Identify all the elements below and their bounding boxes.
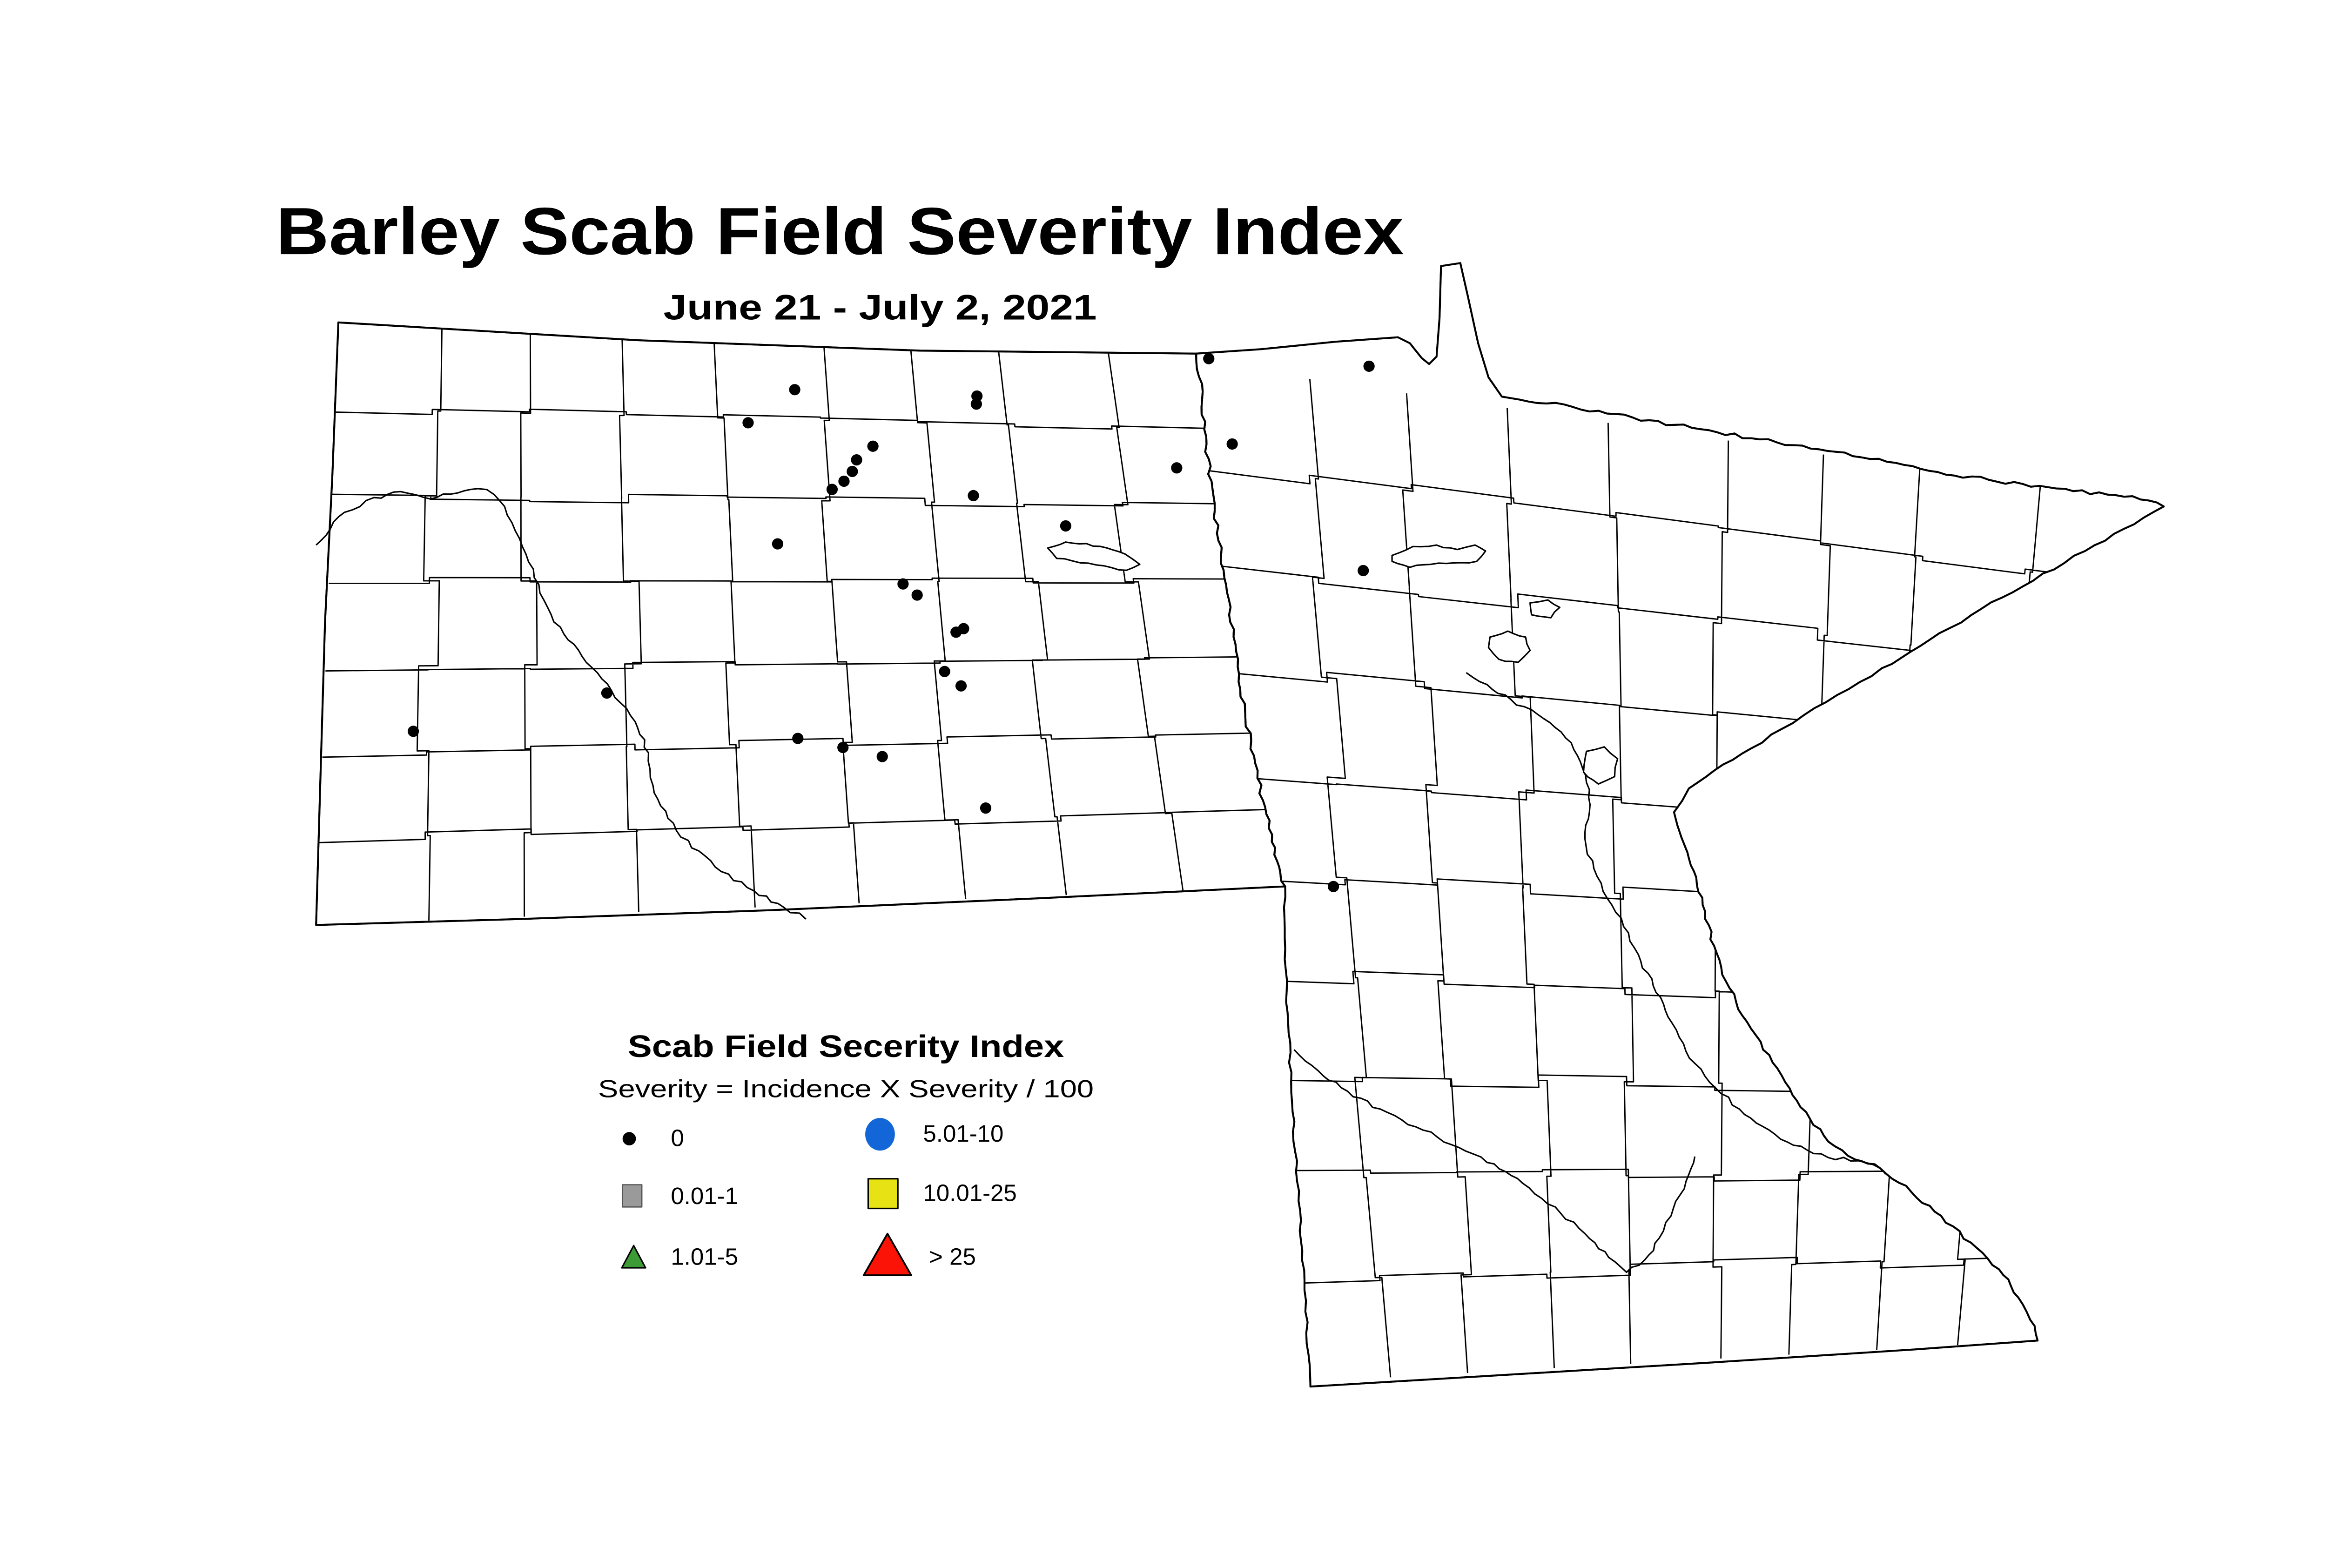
severity-point [826, 484, 838, 495]
legend-symbol-triangle-green [621, 1245, 646, 1269]
north-dakota-shape [315, 321, 1286, 926]
minnesota-shape [1195, 262, 2165, 1388]
severity-point [971, 390, 983, 402]
severity-point [847, 465, 858, 478]
severity-point [968, 490, 979, 502]
minnesota-border [1195, 262, 2165, 1388]
legend: Scab Field Secerity Index Severity = Inc… [598, 1029, 1094, 1276]
legend-label-5: > 25 [929, 1244, 976, 1270]
titles: Barley Scab Field Severity Index June 21… [276, 194, 1404, 327]
legend-label-4: 10.01-25 [923, 1180, 1016, 1206]
severity-point [955, 680, 967, 692]
leech-lake [1487, 630, 1531, 663]
missouri-river [316, 488, 807, 920]
severity-point [407, 726, 419, 737]
severity-point [1203, 353, 1215, 364]
legend-symbol-dot-0 [622, 1132, 636, 1145]
severity-point [980, 802, 992, 814]
severity-point [601, 687, 613, 699]
legend-title: Scab Field Secerity Index [628, 1029, 1064, 1064]
severity-point [1358, 565, 1369, 577]
legend-label-2: 1.01-5 [671, 1244, 738, 1270]
severity-point [792, 733, 804, 744]
severity-point [851, 454, 862, 466]
legend-symbol-circle-blue [865, 1117, 895, 1151]
severity-point [789, 384, 800, 396]
legend-label-0: 0 [671, 1125, 684, 1151]
severity-point [970, 398, 982, 410]
legend-label-1: 0.01-1 [671, 1183, 738, 1209]
severity-point [897, 578, 909, 590]
nd-county-lines [319, 326, 1272, 921]
severity-point [1327, 881, 1339, 892]
legend-symbol-triangle-red [862, 1232, 912, 1276]
severity-point [1171, 462, 1183, 474]
severity-point [1060, 520, 1071, 532]
legend-label-3: 5.01-10 [923, 1120, 1003, 1147]
upper-mississippi-river [1466, 672, 1881, 1169]
mille-lacs-lake [1582, 746, 1619, 785]
severity-point [838, 475, 850, 487]
severity-point [867, 440, 879, 452]
red-lake [1391, 544, 1486, 568]
severity-point [939, 666, 950, 677]
devils-lake [1047, 541, 1141, 571]
severity-point [772, 538, 784, 550]
legend-symbol-square-yellow [867, 1178, 899, 1210]
map-canvas [315, 262, 2165, 1388]
severity-point [742, 417, 754, 429]
minnesota-river [1293, 1049, 1696, 1273]
legend-formula: Severity = Incidence X Severity / 100 [598, 1075, 1094, 1103]
lake-winnibigoshish [1529, 599, 1560, 619]
severity-point [1226, 438, 1238, 450]
severity-point [876, 751, 888, 762]
legend-symbol-square-gray [622, 1184, 643, 1208]
severity-point [911, 589, 923, 601]
severity-point [950, 626, 962, 638]
severity-point [837, 741, 849, 754]
map-title: Barley Scab Field Severity Index [276, 194, 1404, 269]
severity-point [1363, 360, 1375, 372]
map-subtitle: June 21 - July 2, 2021 [663, 288, 1096, 327]
